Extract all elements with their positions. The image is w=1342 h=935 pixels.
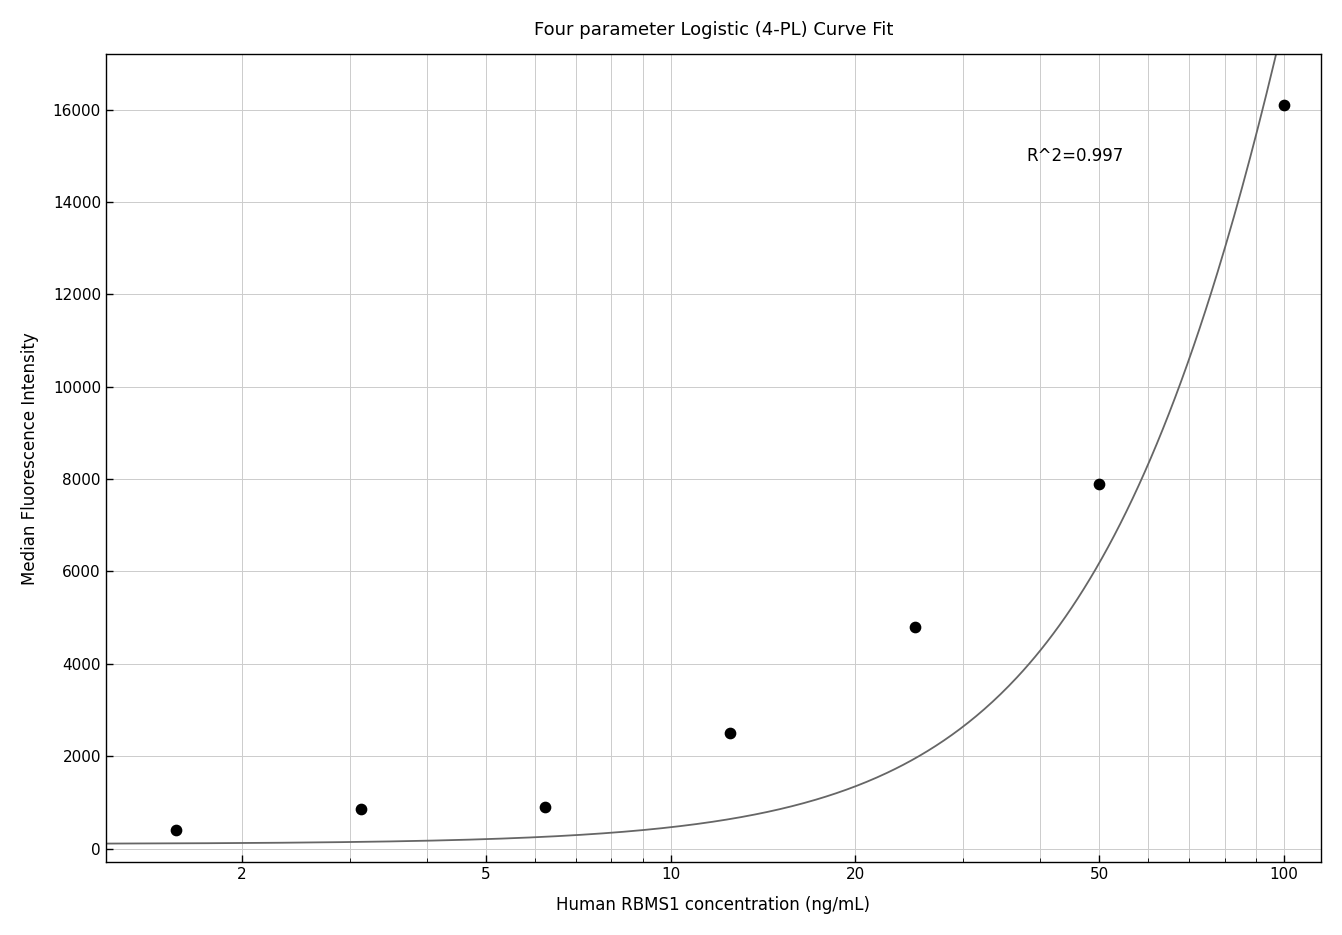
Text: R^2=0.997: R^2=0.997 xyxy=(1027,147,1123,165)
Point xyxy=(719,726,741,741)
Point xyxy=(905,619,926,634)
X-axis label: Human RBMS1 concentration (ng/mL): Human RBMS1 concentration (ng/mL) xyxy=(557,896,871,914)
Point xyxy=(350,801,372,816)
Y-axis label: Median Fluorescence Intensity: Median Fluorescence Intensity xyxy=(21,332,39,584)
Point xyxy=(165,823,187,838)
Point xyxy=(1274,97,1295,112)
Title: Four parameter Logistic (4-PL) Curve Fit: Four parameter Logistic (4-PL) Curve Fit xyxy=(534,21,894,39)
Point xyxy=(1088,476,1110,491)
Point xyxy=(534,799,556,814)
